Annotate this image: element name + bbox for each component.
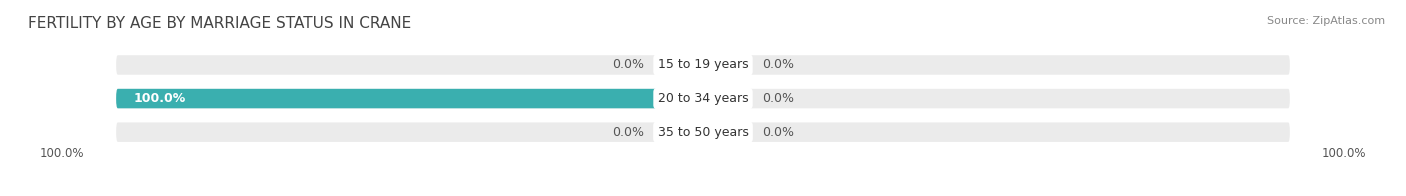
Text: 15 to 19 years: 15 to 19 years (658, 58, 748, 72)
Text: 100.0%: 100.0% (134, 92, 186, 105)
Text: 100.0%: 100.0% (39, 147, 84, 160)
FancyBboxPatch shape (703, 122, 749, 142)
Text: 0.0%: 0.0% (762, 126, 793, 139)
FancyBboxPatch shape (657, 55, 703, 75)
Text: FERTILITY BY AGE BY MARRIAGE STATUS IN CRANE: FERTILITY BY AGE BY MARRIAGE STATUS IN C… (28, 16, 412, 31)
Text: 20 to 34 years: 20 to 34 years (658, 92, 748, 105)
Text: 0.0%: 0.0% (762, 92, 793, 105)
Text: 35 to 50 years: 35 to 50 years (658, 126, 748, 139)
Text: 0.0%: 0.0% (613, 58, 644, 72)
FancyBboxPatch shape (117, 122, 1289, 142)
Text: 0.0%: 0.0% (762, 58, 793, 72)
FancyBboxPatch shape (117, 89, 1289, 108)
FancyBboxPatch shape (657, 122, 703, 142)
Text: Source: ZipAtlas.com: Source: ZipAtlas.com (1267, 16, 1385, 26)
FancyBboxPatch shape (703, 89, 749, 108)
FancyBboxPatch shape (117, 89, 703, 108)
Text: 0.0%: 0.0% (613, 126, 644, 139)
Text: 100.0%: 100.0% (1322, 147, 1367, 160)
FancyBboxPatch shape (703, 55, 749, 75)
FancyBboxPatch shape (117, 55, 1289, 75)
